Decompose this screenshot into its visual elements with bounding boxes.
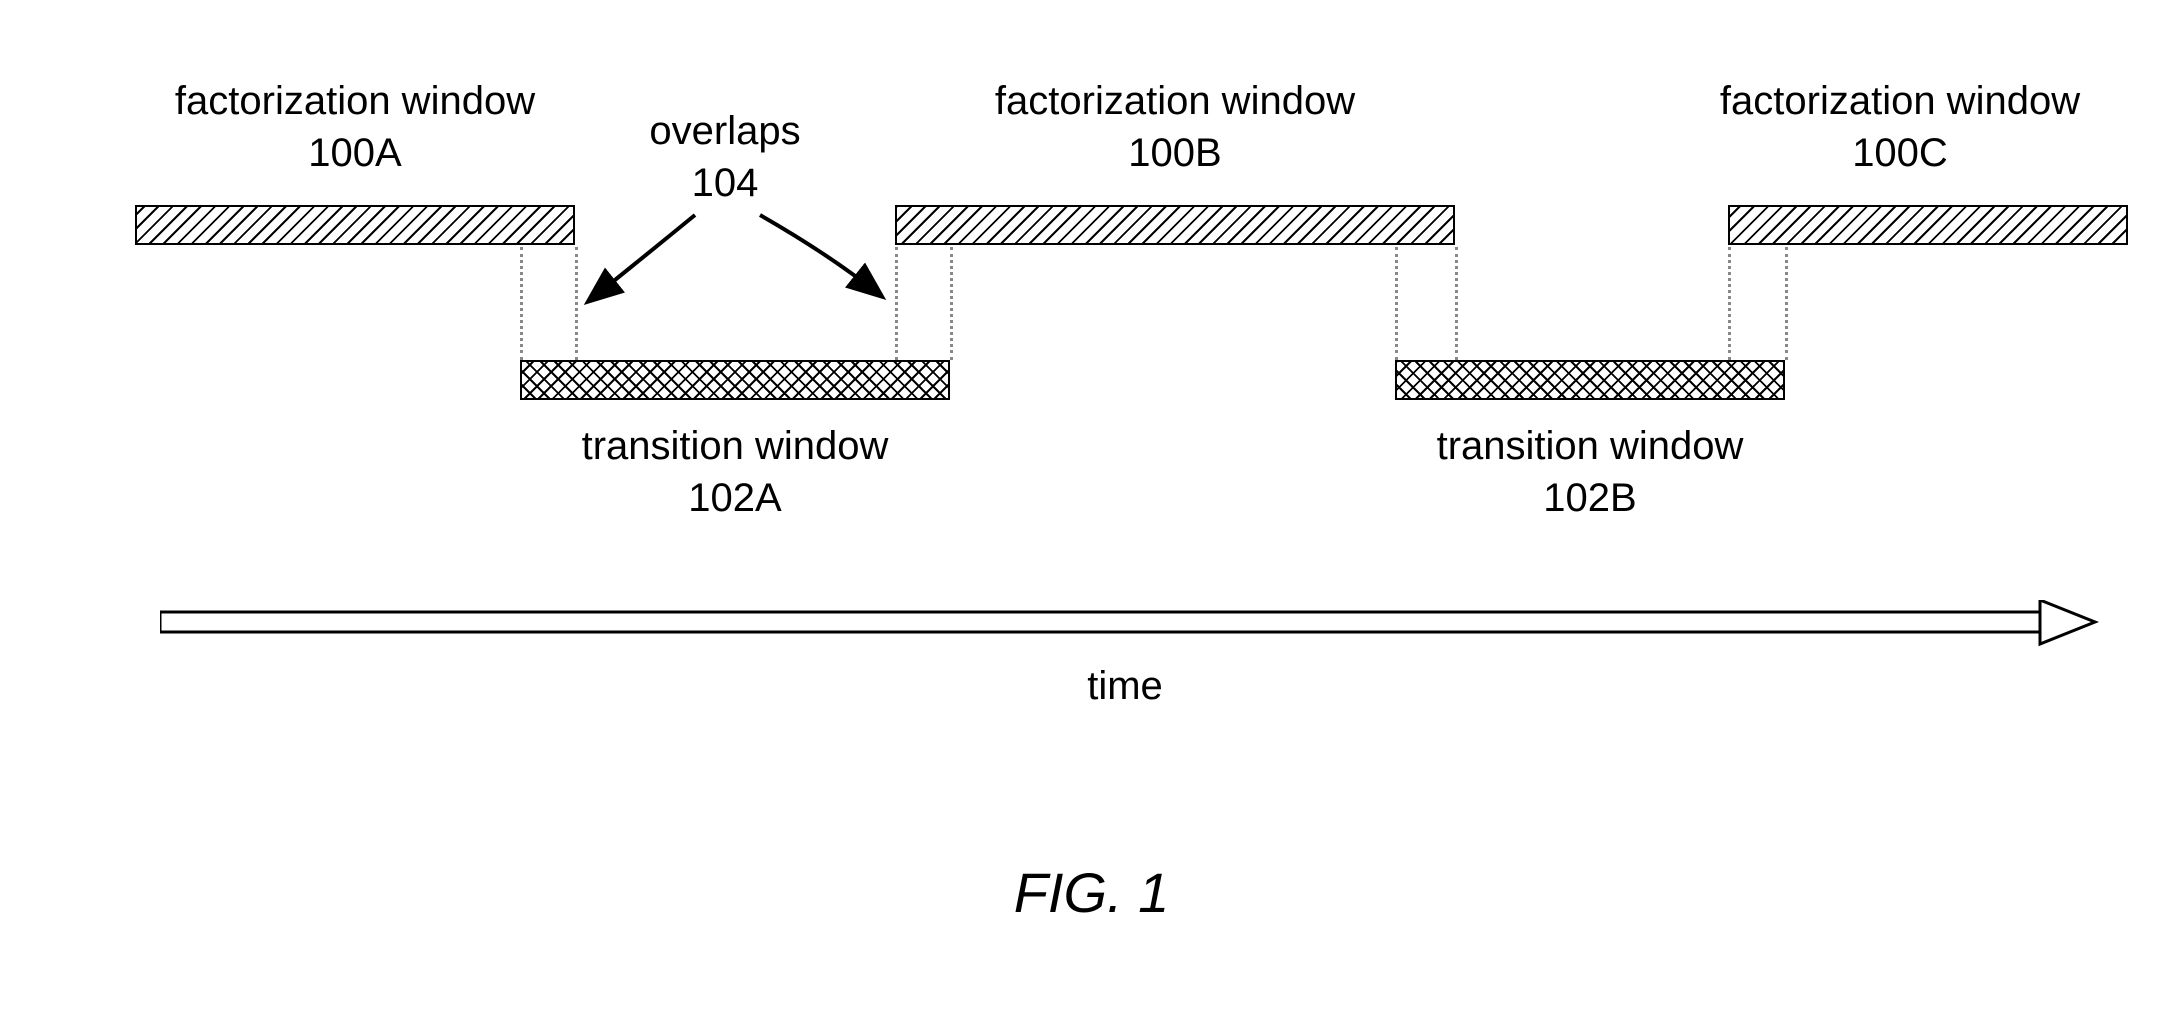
fw-bar-100c [1728,205,2128,245]
fw-bar-100a [135,205,575,245]
dotted-5 [1395,247,1398,360]
tw-label-102b-bottom: 102B [1543,476,1636,520]
dotted-7 [1728,247,1731,360]
tw-label-102b-top: transition window [1437,424,1744,468]
fw-label-100c-bottom: 100C [1852,131,1948,175]
time-axis-label: time [160,660,2090,712]
figure-caption: FIG. 1 [0,860,2183,925]
fw-bar-100b [895,205,1455,245]
figure-container: factorization window 100A factorization … [0,0,2183,1020]
dotted-4 [950,247,953,360]
tw-label-102b: transition window 102B [1395,420,1785,524]
overlaps-label-top: overlaps [649,109,800,153]
dotted-8 [1785,247,1788,360]
dotted-6 [1455,247,1458,360]
dotted-1 [520,247,523,360]
fw-label-100c: factorization window 100C [1680,75,2120,179]
tw-bar-102b [1395,360,1785,400]
overlaps-label: overlaps 104 [625,105,825,209]
tw-label-102a-top: transition window [582,424,889,468]
fw-label-100a: factorization window 100A [135,75,575,179]
fw-label-100b-top: factorization window [995,79,1355,123]
tw-bar-102a [520,360,950,400]
fw-label-100a-bottom: 100A [308,131,401,175]
overlaps-label-bottom: 104 [692,161,759,205]
time-arrow [160,600,2100,650]
dotted-3 [895,247,898,360]
tw-label-102a: transition window 102A [520,420,950,524]
fw-label-100b: factorization window 100B [895,75,1455,179]
tw-label-102a-bottom: 102A [688,476,781,520]
fw-label-100c-top: factorization window [1720,79,2080,123]
fw-label-100a-top: factorization window [175,79,535,123]
fw-label-100b-bottom: 100B [1128,131,1221,175]
dotted-2 [575,247,578,360]
